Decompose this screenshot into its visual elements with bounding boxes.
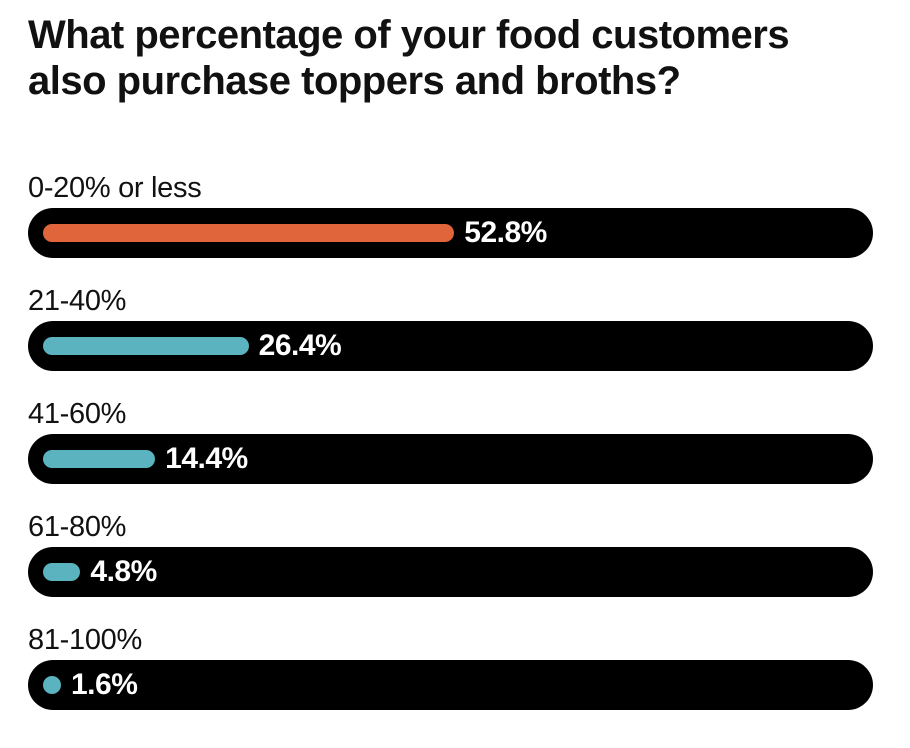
data-label: 26.4% bbox=[258, 329, 342, 362]
data-label: 1.6% bbox=[71, 668, 138, 701]
bar-track: 52.8% bbox=[28, 208, 873, 258]
category-label: 61-80% bbox=[28, 511, 127, 543]
bar-row: 41-60% 14.4% bbox=[28, 396, 873, 484]
bar bbox=[43, 224, 455, 242]
category-label: 41-60% bbox=[28, 398, 127, 430]
bar bbox=[43, 337, 249, 355]
bar bbox=[43, 563, 81, 581]
bar bbox=[43, 676, 61, 694]
bar-track: 14.4% bbox=[28, 434, 873, 484]
bar-row: 0-20% or less 52.8% bbox=[28, 170, 873, 258]
bar bbox=[43, 450, 156, 468]
category-label: 0-20% or less bbox=[28, 172, 202, 204]
data-label: 52.8% bbox=[464, 216, 547, 249]
data-label: 14.4% bbox=[165, 442, 248, 475]
bar-row: 21-40% 26.4% bbox=[28, 283, 873, 371]
bar-track: 1.6% bbox=[28, 660, 873, 710]
bar-track: 4.8% bbox=[28, 547, 873, 597]
chart-title: What percentage of your food customers a… bbox=[28, 13, 790, 103]
category-label: 81-100% bbox=[28, 624, 142, 656]
data-label: 4.8% bbox=[90, 555, 157, 588]
bar-row: 61-80% 4.8% bbox=[28, 509, 873, 597]
bar-row: 81-100% 1.6% bbox=[28, 622, 873, 710]
bar-track: 26.4% bbox=[28, 321, 873, 371]
category-label: 21-40% bbox=[28, 285, 127, 317]
